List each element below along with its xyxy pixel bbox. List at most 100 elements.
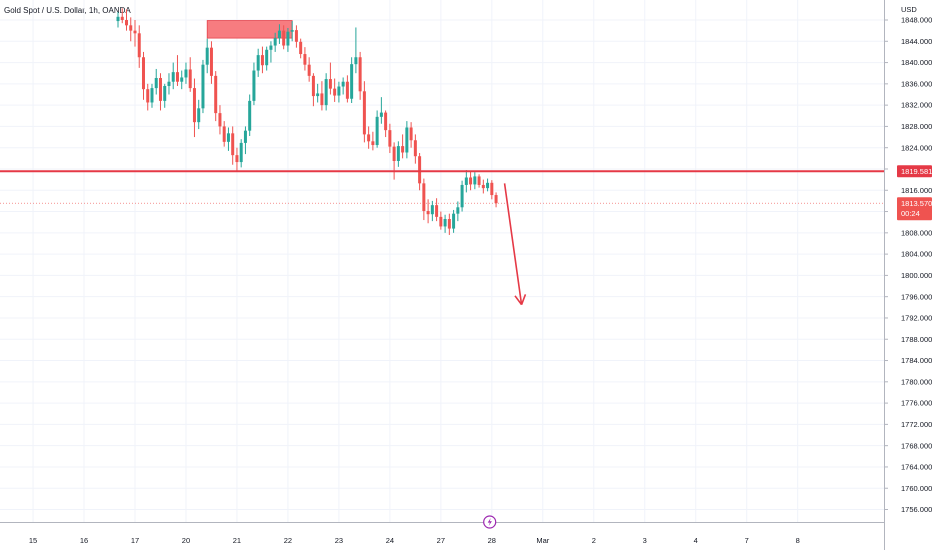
chart-title: Gold Spot / U.S. Dollar, 1h, OANDA [4,6,131,15]
candle-body [175,72,179,82]
candle-body [260,55,264,66]
candle-body [379,112,383,117]
candle-body [231,133,235,156]
candle-body [341,81,345,87]
last-price-label: 1813.570 [901,199,932,208]
time-tick-label: 28 [488,536,496,545]
candle-body [422,183,426,212]
candle-body [324,79,328,106]
candle-body [316,93,320,97]
candle-body [141,57,145,90]
candle-body [222,126,226,142]
time-axis[interactable] [0,522,884,550]
candle-body [256,55,260,71]
candle-body [243,130,247,143]
candle-body [469,177,473,185]
candle-body [154,77,158,89]
candle-body [129,25,133,31]
candle-body [311,75,315,97]
time-tick-label: 2 [592,536,596,545]
countdown-label: 00:24 [901,209,920,218]
candle-body [358,57,362,92]
candle-body [409,127,413,141]
candle-body [180,77,184,82]
price-tick-label: 1796.000 [901,292,932,301]
price-tick-label: 1844.000 [901,37,932,46]
projection-arrow-head [514,295,523,306]
price-tick-label: 1804.000 [901,250,932,259]
lightning-glyph [487,518,492,526]
time-tick-label: 8 [796,536,800,545]
candle-body [456,207,460,214]
time-tick-label: 21 [233,536,241,545]
candle-body [426,211,430,215]
candle-body [188,69,192,89]
time-tick-label: 3 [643,536,647,545]
price-tick-label: 1780.000 [901,377,932,386]
price-tick-label: 1768.000 [901,441,932,450]
candle-body [430,205,434,215]
candle-body [307,64,311,76]
candle-body [460,184,464,208]
candle-body [362,91,366,135]
candle-body [337,86,341,96]
currency-label: USD [901,5,917,14]
candle-body [418,156,422,184]
candle-body [197,108,201,123]
support-price-badge [897,165,932,178]
time-tick-label: 17 [131,536,139,545]
candle-body [350,64,354,99]
candle-body [226,133,230,142]
candle-body [481,184,485,189]
candle-body [490,182,494,196]
time-tick-label: 16 [80,536,88,545]
candle-body [201,64,205,109]
time-tick-label: 4 [694,536,698,545]
candle-body [167,81,171,86]
candle-body [494,195,498,204]
candle-body [384,112,388,131]
candle-body [375,116,379,146]
price-tick-label: 1836.000 [901,79,932,88]
price-tick-label: 1760.000 [901,484,932,493]
candle-body [163,85,167,101]
candle-body [290,30,294,32]
candle-body [447,218,451,229]
candle-body [282,30,286,46]
projection-arrow-shaft[interactable] [503,183,523,305]
time-tick-label: 23 [335,536,343,545]
price-tick-label: 1832.000 [901,101,932,110]
candle-body [294,30,298,42]
candle-body [405,127,409,153]
candle-body [120,16,124,20]
price-tick-label: 1840.000 [901,58,932,67]
projection-arrow-head [520,294,527,305]
candle-body [184,69,188,78]
price-axis[interactable] [884,0,932,550]
price-tick-label: 1828.000 [901,122,932,131]
candle-body [439,216,443,227]
candle-body [345,81,349,99]
price-tick-label: 1764.000 [901,463,932,472]
last-price-badge [897,197,932,221]
price-tick-label: 1756.000 [901,505,932,514]
candle-body [413,140,417,157]
candle-body [252,70,256,101]
candle-body [265,49,269,66]
price-tick-label: 1808.000 [901,228,932,237]
candle-body [150,88,154,103]
candle-body [269,45,273,50]
time-tick-label: 7 [745,536,749,545]
candle-body [401,146,405,153]
candle-body [158,77,162,101]
candle-body [214,75,218,114]
price-tick-label: 1824.000 [901,143,932,152]
price-tick-label: 1848.000 [901,16,932,25]
time-tick-label: 24 [386,536,394,545]
candle-body [133,30,137,34]
candle-body [473,176,477,185]
candle-body [371,141,375,146]
candle-body [388,130,392,147]
candle-body [209,47,213,76]
